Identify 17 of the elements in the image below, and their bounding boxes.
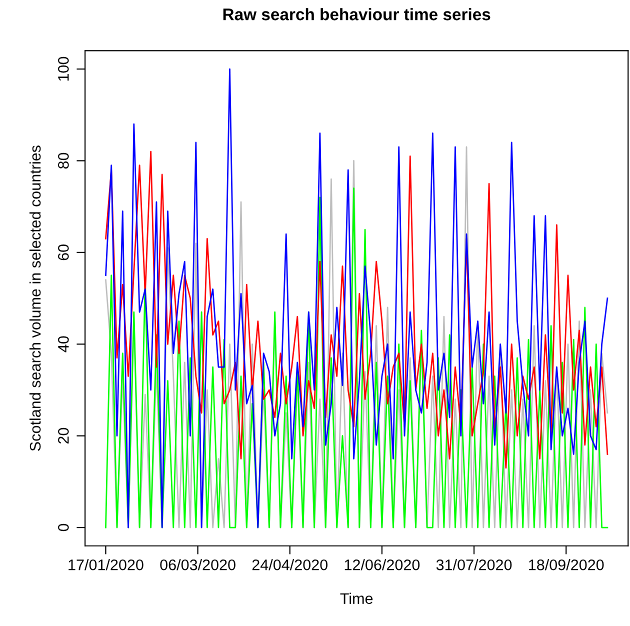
- x-axis-title: Time: [340, 592, 373, 604]
- x-tick-label: 17/01/2020: [68, 559, 144, 570]
- x-tick-label: 24/04/2020: [252, 559, 328, 570]
- y-tick-label: 40: [58, 336, 69, 352]
- x-tick-label: 18/09/2020: [529, 559, 604, 570]
- x-tick-label: 31/07/2020: [436, 559, 512, 570]
- line-series: [105, 150, 608, 469]
- y-tick-label: 60: [58, 244, 69, 260]
- line-series: [105, 68, 608, 528]
- y-tick-label: 20: [58, 428, 69, 444]
- y-tick-label: 0: [58, 524, 69, 532]
- chart-title: Raw search behaviour time series: [223, 8, 490, 20]
- y-tick-label: 100: [58, 56, 69, 81]
- y-tick-label: 80: [58, 152, 69, 169]
- y-axis-title: Scotland search volume in selected countries: [29, 146, 41, 451]
- x-tick-label: 06/03/2020: [160, 559, 236, 570]
- x-tick-label: 12/06/2020: [344, 559, 420, 570]
